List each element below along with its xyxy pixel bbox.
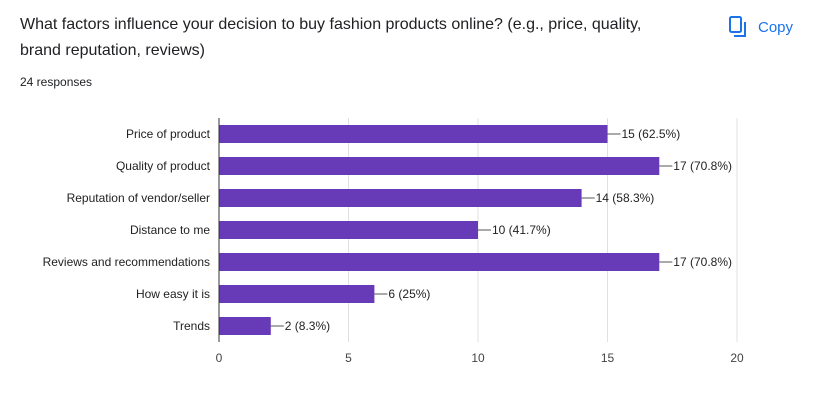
- bar: [219, 125, 608, 143]
- x-tick-label: 15: [601, 351, 615, 365]
- x-tick-label: 10: [471, 351, 485, 365]
- category-label: Price of product: [126, 127, 211, 141]
- value-label: 17 (70.8%): [673, 159, 732, 173]
- x-tick-label: 20: [730, 351, 744, 365]
- value-label: 6 (25%): [388, 287, 430, 301]
- x-tick-label: 0: [216, 351, 223, 365]
- bar: [219, 253, 660, 271]
- bar: [219, 285, 375, 303]
- bar: [219, 189, 582, 207]
- value-label: 10 (41.7%): [492, 223, 551, 237]
- bar: [219, 317, 271, 335]
- copy-icon: [728, 16, 748, 38]
- value-label: 14 (58.3%): [596, 191, 655, 205]
- x-tick-label: 5: [345, 351, 352, 365]
- copy-label: Copy: [758, 18, 794, 36]
- response-count: 24 responses: [20, 75, 93, 89]
- labels: 0 5 10 15 20 Price of product 15 (62.5%) Qualit…: [43, 118, 744, 365]
- value-label: 2 (8.3%): [285, 319, 330, 333]
- value-label: 15 (62.5%): [622, 127, 681, 141]
- category-label: Distance to me: [130, 223, 210, 237]
- category-label: Quality of product: [116, 159, 211, 173]
- bar: [219, 221, 478, 239]
- value-label: 17 (70.8%): [673, 255, 732, 269]
- category-label: Trends: [173, 319, 210, 333]
- category-label: Reviews and recommendations: [43, 255, 210, 269]
- category-label: How easy it is: [136, 287, 210, 301]
- bar: [219, 157, 660, 175]
- question-title: What factors influence your decision to …: [20, 16, 642, 59]
- bars: [219, 125, 660, 335]
- copy-button[interactable]: Copy: [728, 12, 793, 42]
- category-label: Reputation of vendor/seller: [67, 191, 210, 205]
